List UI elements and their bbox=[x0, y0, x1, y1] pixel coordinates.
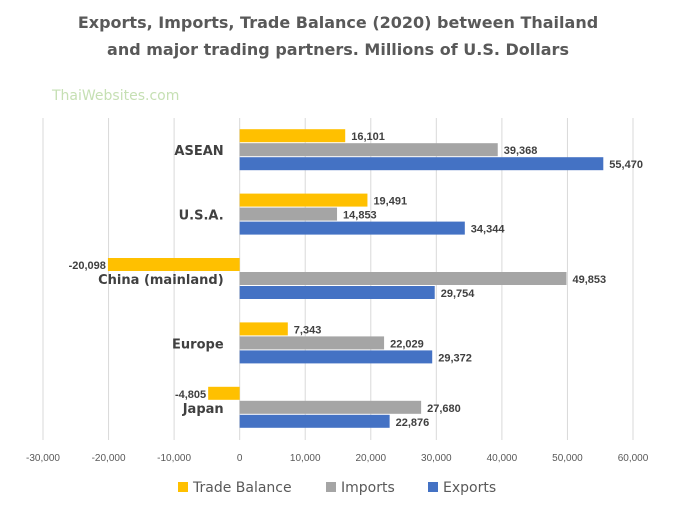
legend-swatch bbox=[178, 482, 188, 492]
bar-trade-balance bbox=[239, 193, 368, 207]
bar-imports bbox=[239, 272, 567, 285]
bar-exports bbox=[239, 350, 433, 364]
bar-exports bbox=[239, 221, 465, 235]
legend-entry: Exports bbox=[443, 480, 496, 496]
bar-trade-balance bbox=[208, 386, 240, 400]
data-label: 7,343 bbox=[294, 324, 322, 336]
bars bbox=[107, 129, 604, 428]
bar-imports bbox=[239, 336, 385, 350]
category-label: U.S.A. bbox=[179, 209, 224, 224]
data-label: 16,101 bbox=[351, 131, 385, 143]
legend-swatch bbox=[326, 482, 336, 492]
data-label: 39,368 bbox=[504, 145, 538, 157]
data-label: 22,029 bbox=[390, 338, 424, 350]
data-label: 19,491 bbox=[373, 196, 407, 208]
data-labels: 16,101 39,368 55,470 19,491 14,853 34,344 -20,… bbox=[69, 131, 643, 429]
category-label: Japan bbox=[182, 402, 224, 417]
chart-title-line-2: and major trading partners. Millions of … bbox=[107, 40, 569, 59]
x-tick-label: 30,000 bbox=[421, 453, 452, 464]
x-axis: -30,000 -20,000 -10,000 0 10,000 20,000 30,000… bbox=[26, 453, 649, 464]
bar-trade-balance bbox=[239, 322, 288, 336]
legend: Trade Balance Imports Exports bbox=[178, 480, 496, 496]
legend-swatch bbox=[428, 482, 438, 492]
x-tick-label: 50,000 bbox=[552, 453, 583, 464]
category-label: ASEAN bbox=[174, 144, 223, 159]
bar-exports bbox=[239, 414, 390, 428]
category-label: China (mainland) bbox=[98, 273, 224, 288]
x-tick-label: 60,000 bbox=[618, 453, 649, 464]
bar-imports bbox=[239, 143, 498, 157]
category-label: Europe bbox=[172, 337, 224, 352]
data-label: 34,344 bbox=[471, 224, 506, 236]
chart-title-line-1: Exports, Imports, Trade Balance (2020) b… bbox=[78, 13, 598, 32]
data-label: -20,098 bbox=[69, 260, 106, 272]
data-label: 29,754 bbox=[441, 288, 476, 300]
bar-trade-balance bbox=[239, 129, 346, 143]
data-label: 27,680 bbox=[427, 403, 461, 415]
x-tick-label: -10,000 bbox=[157, 453, 191, 464]
data-label: 14,853 bbox=[343, 210, 377, 222]
x-tick-label: 40,000 bbox=[487, 453, 518, 464]
bar-trade-balance bbox=[107, 258, 240, 271]
legend-entry: Trade Balance bbox=[192, 480, 292, 496]
bar-exports bbox=[239, 157, 604, 171]
bar-exports bbox=[239, 286, 435, 299]
x-tick-label: -30,000 bbox=[26, 453, 60, 464]
x-tick-label: 10,000 bbox=[290, 453, 321, 464]
x-tick-label: -20,000 bbox=[92, 453, 126, 464]
x-tick-label: 0 bbox=[237, 453, 243, 464]
legend-entry: Imports bbox=[341, 480, 395, 496]
bar-imports bbox=[239, 207, 338, 221]
bar-imports bbox=[239, 400, 422, 414]
data-label: 29,372 bbox=[438, 352, 472, 364]
category-labels: ASEAN U.S.A. China (mainland) Europe Japan bbox=[98, 144, 224, 417]
data-label: 49,853 bbox=[572, 274, 606, 286]
x-tick-label: 20,000 bbox=[355, 453, 386, 464]
data-label: 55,470 bbox=[609, 159, 643, 171]
data-label: 22,876 bbox=[396, 417, 430, 429]
data-label: -4,805 bbox=[175, 389, 206, 401]
watermark: ThaiWebsites.com bbox=[51, 88, 179, 104]
